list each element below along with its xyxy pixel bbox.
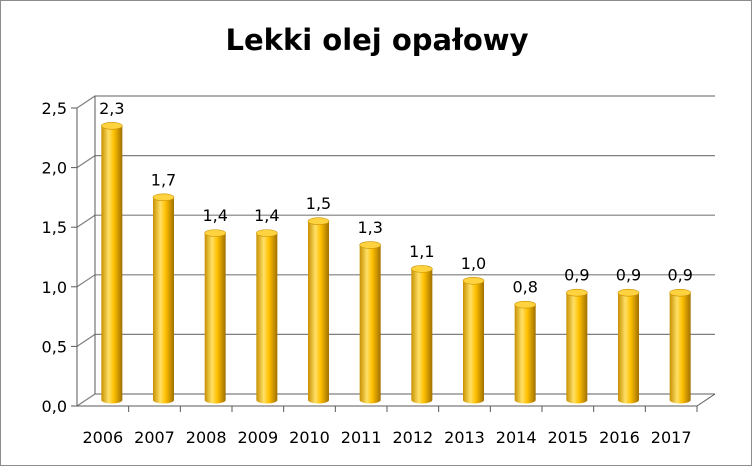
x-tick-label: 2015 — [547, 428, 588, 447]
bar-top — [514, 300, 536, 309]
bar — [411, 268, 433, 404]
bar-top — [617, 288, 640, 297]
data-label: 1,0 — [461, 254, 486, 273]
bar — [153, 197, 174, 404]
y-tick-label: 2,0 — [42, 159, 67, 178]
x-tick-label: 2016 — [599, 428, 640, 447]
data-label: 0,9 — [667, 266, 692, 285]
bar — [566, 292, 588, 404]
bar — [204, 233, 226, 404]
bar — [308, 221, 329, 404]
x-tick-label: 2010 — [289, 428, 330, 447]
data-label: 1,4 — [202, 206, 227, 225]
bar — [514, 304, 536, 404]
bar-top — [101, 122, 123, 130]
x-tick-label: 2017 — [651, 428, 692, 447]
x-tick-label: 2012 — [392, 428, 433, 447]
data-label: 0,9 — [564, 266, 589, 285]
bar — [256, 233, 278, 404]
bar-top — [462, 276, 485, 285]
data-label: 1,4 — [254, 206, 279, 225]
gridline — [76, 95, 715, 109]
y-tick-label: 2,5 — [42, 99, 67, 118]
data-label: 0,8 — [512, 278, 537, 297]
y-tick-label: 1,0 — [42, 278, 67, 297]
bar-top — [566, 288, 588, 297]
bar — [618, 292, 639, 404]
x-tick-label: 2014 — [496, 428, 537, 447]
x-tick-label: 2013 — [444, 428, 485, 447]
bar-top — [669, 288, 691, 297]
bar-top — [359, 241, 381, 249]
bar-top — [256, 229, 278, 237]
data-label: 2,3 — [99, 99, 124, 118]
bar — [669, 292, 691, 404]
bar-top — [152, 193, 175, 202]
data-label: 0,9 — [616, 266, 641, 285]
x-tick-label: 2007 — [134, 428, 175, 447]
data-label: 1,1 — [409, 242, 434, 261]
bar — [463, 280, 484, 404]
bar-top — [411, 265, 433, 273]
x-tick-label: 2011 — [341, 428, 382, 447]
x-tick-label: 2009 — [237, 428, 278, 447]
chart-title: Lekki olej opałowy — [225, 23, 529, 57]
data-label: 1,7 — [151, 170, 176, 189]
x-tick-label: 2008 — [186, 428, 227, 447]
y-tick-label: 0,0 — [42, 397, 67, 416]
data-label: 1,5 — [306, 194, 331, 213]
x-tick-label: 2006 — [82, 428, 123, 447]
axes — [71, 96, 716, 412]
labels: 0,0 0,5 1,0 1,5 2,0 2,5 2,3 2006 1,7 2007 1,4 2008 1… — [42, 99, 693, 447]
bar-top — [307, 217, 330, 225]
bars — [101, 122, 691, 404]
y-tick-label: 0,5 — [42, 337, 67, 356]
data-label: 1,3 — [357, 218, 382, 237]
bar — [359, 245, 381, 404]
bar-top — [204, 229, 226, 237]
gridline — [76, 155, 715, 169]
bar — [101, 125, 123, 404]
y-tick-label: 1,5 — [42, 218, 67, 237]
